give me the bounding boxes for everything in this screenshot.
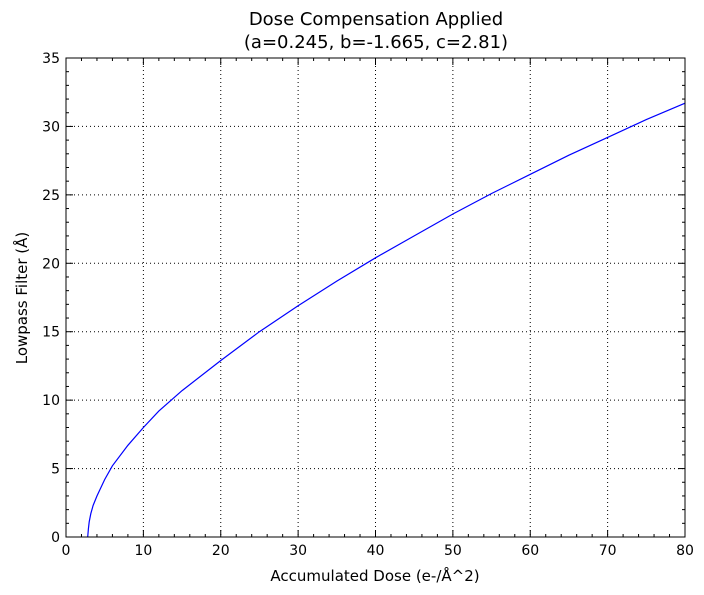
- y-tick-label: 0: [51, 530, 60, 546]
- chart-subtitle: (a=0.245, b=-1.665, c=2.81): [244, 32, 508, 53]
- x-tick-label: 70: [599, 543, 617, 559]
- x-tick-label: 0: [62, 543, 71, 559]
- ticks: [65, 57, 686, 538]
- x-tick-label: 50: [444, 543, 462, 559]
- y-tick-label: 25: [42, 188, 60, 204]
- x-tick-label: 20: [212, 543, 230, 559]
- x-axis-label: Accumulated Dose (e-/Å^2): [270, 566, 479, 585]
- x-tick-labels: 0 10 20 30 40 50 60 70 80: [62, 543, 694, 559]
- y-tick-labels: 0 5 10 15 20 25 30 35: [42, 51, 60, 546]
- series-line: [87, 102, 686, 538]
- x-tick-label: 60: [521, 543, 539, 559]
- series-group: [87, 102, 686, 538]
- plot-frame: [65, 57, 686, 538]
- y-tick-label: 20: [42, 256, 60, 272]
- y-tick-label: 30: [42, 119, 60, 135]
- grid: [66, 58, 685, 537]
- x-tick-label: 10: [134, 543, 152, 559]
- y-tick-label: 35: [42, 51, 60, 67]
- chart-title: Dose Compensation Applied: [249, 9, 503, 30]
- y-tick-label: 10: [42, 393, 60, 409]
- y-tick-label: 15: [42, 325, 60, 341]
- y-tick-label: 5: [51, 462, 60, 478]
- x-tick-label: 80: [676, 543, 694, 559]
- x-tick-label: 40: [367, 543, 385, 559]
- x-tick-label: 30: [289, 543, 307, 559]
- y-axis-label: Lowpass Filter (Å): [12, 232, 31, 365]
